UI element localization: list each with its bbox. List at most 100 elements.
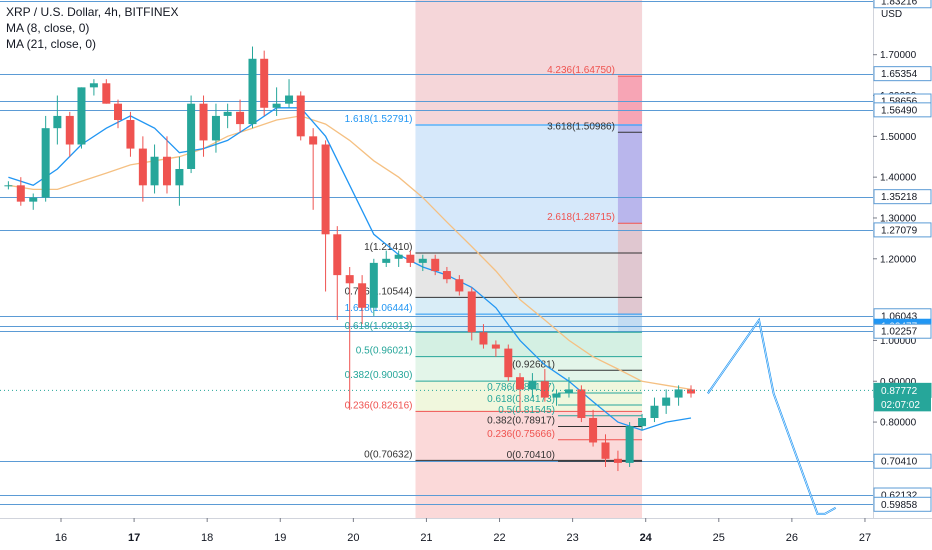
candle-up xyxy=(528,373,537,398)
fib-level-label: 0(0.70410) xyxy=(507,450,555,461)
fib-extension-label: 2.618(1.28715) xyxy=(547,212,615,223)
x-tick-label: 24 xyxy=(640,532,653,544)
price-tag-label: 0.70410 xyxy=(881,457,918,468)
x-tick-label: 22 xyxy=(493,532,505,544)
price-tag-label: 0.59858 xyxy=(881,500,918,511)
price-tag-box xyxy=(873,496,932,512)
price-tag-label: 1.65354 xyxy=(881,69,918,80)
ma-8-line xyxy=(8,107,692,431)
candle-down xyxy=(431,254,440,276)
candle-body xyxy=(126,120,135,149)
candle-up xyxy=(564,377,573,398)
candle-body xyxy=(345,275,354,284)
candle-body xyxy=(613,458,622,463)
candle-body xyxy=(442,271,451,280)
candle-body xyxy=(589,417,598,443)
candle-up xyxy=(552,389,561,406)
candle-body xyxy=(333,234,342,276)
candle-body xyxy=(150,156,159,186)
chart-legend: XRP / U.S. Dollar, 4h, BITFINEX MA (8, c… xyxy=(6,4,179,52)
candle-up xyxy=(272,87,281,116)
candle-body xyxy=(528,381,537,390)
price-tag-label: 1.56490 xyxy=(881,105,918,116)
price-tag-label: 1.02257 xyxy=(881,327,918,338)
candle-down xyxy=(515,373,524,410)
candle-body xyxy=(4,185,13,187)
candle-body xyxy=(467,291,476,333)
candle-body xyxy=(53,115,62,129)
candle-down xyxy=(601,434,610,467)
candle-body xyxy=(162,156,171,186)
candle-body xyxy=(77,87,86,145)
candle-down xyxy=(16,177,25,206)
y-tick-label: 1.20000 xyxy=(880,254,917,265)
candle-down xyxy=(406,250,415,267)
candle-up xyxy=(175,156,184,206)
candle-down xyxy=(504,344,513,382)
fib-level-label: 0.786(1.10544) xyxy=(345,286,413,297)
candle-up xyxy=(650,397,659,423)
candle-body xyxy=(382,258,391,263)
candle-body xyxy=(455,279,464,292)
y-tick-label: 0.80000 xyxy=(880,418,917,429)
candle-body xyxy=(674,389,683,398)
candle-body xyxy=(552,393,561,398)
candle-down xyxy=(455,275,464,296)
candle-up xyxy=(77,87,86,149)
candle-up xyxy=(53,95,62,145)
currency-label: USD xyxy=(881,9,902,20)
candle-down xyxy=(589,409,598,447)
fib-column-mid xyxy=(617,124,643,224)
candle-body xyxy=(540,381,549,398)
candle-body xyxy=(211,115,220,141)
candle-down xyxy=(467,287,476,341)
y-tick-label: 1.40000 xyxy=(880,173,917,184)
price-tag-box xyxy=(873,222,932,238)
fib-extension-top-zone xyxy=(415,0,643,125)
fib-level-label: 0.382(0.78917) xyxy=(487,415,555,426)
ma-21-line xyxy=(8,115,692,391)
fib-level-label: 1(1.21410) xyxy=(364,242,412,253)
candle-body xyxy=(564,389,573,394)
candle-body xyxy=(418,258,427,263)
candle-up xyxy=(4,181,13,190)
ma-8-legend[interactable]: MA (8, close, 0) xyxy=(6,21,90,35)
ma-21-legend[interactable]: MA (21, close, 0) xyxy=(6,37,97,51)
candle-body xyxy=(369,262,378,308)
candle-up xyxy=(674,385,683,406)
price-tag-box xyxy=(873,102,932,118)
price-tag-label: 0.62132 xyxy=(881,491,918,502)
fib-band xyxy=(415,356,643,382)
fib-level-label: 1(0.92681) xyxy=(507,359,555,370)
candle-down xyxy=(540,369,549,402)
candle-body xyxy=(16,185,25,202)
x-tick-label: 21 xyxy=(420,532,432,544)
candle-down xyxy=(577,385,586,423)
candle-body xyxy=(65,115,74,145)
candle-up xyxy=(223,103,232,129)
candle-body xyxy=(625,426,634,463)
candle-body xyxy=(41,128,50,198)
candle-body xyxy=(601,442,610,459)
y-tick-label: 1.00000 xyxy=(880,336,917,347)
candle-body xyxy=(114,103,123,121)
candle-up xyxy=(369,258,378,316)
candle-up xyxy=(285,79,294,108)
fib-level-label: 0.618(1.02013) xyxy=(345,321,413,332)
price-tag-box xyxy=(873,453,932,469)
fib-extension-label: 4.236(1.64750) xyxy=(547,65,615,76)
candle-up xyxy=(638,413,647,431)
candle-up xyxy=(248,46,257,129)
candle-body xyxy=(650,405,659,418)
candle-body xyxy=(285,95,294,104)
candle-down xyxy=(236,99,245,133)
candle-up xyxy=(41,115,50,202)
y-tick-label: 1.50000 xyxy=(880,132,917,143)
candle-down xyxy=(162,136,171,194)
fib-column-top xyxy=(617,76,643,125)
candle-down xyxy=(358,275,367,325)
symbol-title[interactable]: XRP / U.S. Dollar, 4h, BITFINEX xyxy=(6,5,179,19)
price-tag-label: 1.06043 xyxy=(881,311,918,322)
